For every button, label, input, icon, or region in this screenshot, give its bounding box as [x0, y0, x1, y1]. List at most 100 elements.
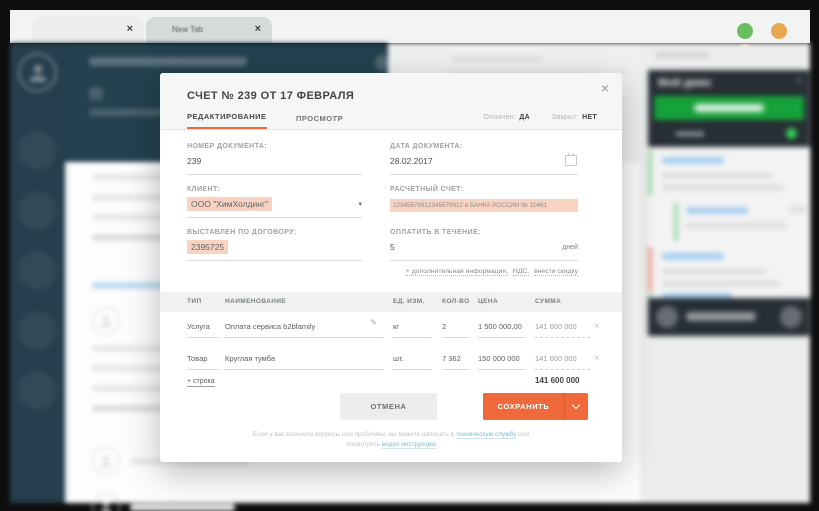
person-icon: [29, 64, 46, 82]
row-price-input[interactable]: 150 000 000: [478, 354, 526, 370]
contract-field[interactable]: ВЫСТАВЛЕН ПО ДОГОВОРУ: 2395725: [187, 229, 362, 261]
video-guide-link[interactable]: видео инструкцию: [381, 441, 437, 450]
chevron-down-icon: [571, 400, 581, 410]
sidebar-item[interactable]: [18, 251, 57, 290]
window-minimize-dot[interactable]: [737, 23, 753, 39]
blurred-line: [662, 281, 780, 286]
widget-footer-icon: [656, 306, 678, 328]
doc-number-input[interactable]: 239: [187, 156, 202, 166]
blurred-tab: [655, 51, 710, 59]
contact-avatar-icon: [92, 447, 120, 475]
client-select-value[interactable]: ООО "ХимХолдинг": [187, 197, 273, 211]
row-price-input[interactable]: 1 500 000,00: [478, 322, 526, 338]
additional-info-link[interactable]: + дополнительная информация,: [405, 268, 508, 276]
contact-avatar-icon: [92, 493, 120, 511]
status-paid-label: Оплачен:: [483, 114, 517, 121]
blurred-line: [662, 185, 784, 190]
row-type[interactable]: Услуга: [187, 322, 219, 338]
tab-edit[interactable]: РЕДАКТИРОВАНИЕ: [187, 112, 267, 129]
sidebar-item[interactable]: [18, 191, 57, 230]
status-paid-value: ДА: [519, 114, 530, 121]
row-name-input[interactable]: Оплата сервиса b2bfamily: [225, 322, 383, 338]
help-text-1: Если у вас возникли вопросы или проблемы…: [252, 431, 455, 438]
save-button[interactable]: СОХРАНИТЬ: [483, 393, 588, 420]
tab-view[interactable]: ПРОСМОТР: [296, 114, 344, 123]
col-qty: КОЛ-ВО: [442, 298, 470, 305]
contract-label: ВЫСТАВЛЕН ПО ДОГОВОРУ:: [187, 229, 297, 236]
col-price: ЦЕНА: [478, 298, 499, 305]
doc-number-field[interactable]: НОМЕР ДОКУМЕНТА: 239: [187, 143, 362, 175]
doc-number-label: НОМЕР ДОКУМЕНТА:: [187, 143, 268, 150]
crm-widget-window: Мой демо ×: [648, 70, 810, 336]
row-qty-input[interactable]: 2: [442, 322, 470, 338]
save-options-chevron[interactable]: [564, 393, 588, 420]
row-unit[interactable]: шт.: [393, 354, 431, 370]
modal-close-icon[interactable]: ×: [600, 80, 609, 96]
widget-footer-bar: [648, 298, 810, 336]
account-value[interactable]: 12345678912345678912 в БАНКА РОССИИ № 10…: [390, 199, 578, 212]
pay-within-input[interactable]: 5: [390, 242, 395, 252]
window-maximize-dot[interactable]: [771, 23, 788, 39]
app-sidebar: [10, 43, 65, 503]
feed-accent-green: [648, 151, 652, 195]
col-name: НАИМЕНОВАНИЕ: [225, 298, 287, 305]
pay-within-label: ОПЛАТИТЬ В ТЕЧЕНИЕ:: [390, 229, 481, 236]
browser-tab-bar: × New Tab ×: [10, 10, 810, 60]
contact-avatar-icon: [92, 307, 120, 335]
pencil-icon[interactable]: ✎: [370, 318, 377, 327]
sidebar-item[interactable]: [18, 131, 57, 170]
blurred-menu-icon: [89, 87, 103, 100]
feed-link-line: [686, 207, 748, 214]
doc-date-input[interactable]: 28.02.2017: [390, 156, 433, 166]
doc-date-field[interactable]: ДАТА ДОКУМЕНТА: 28.02.2017: [390, 143, 578, 175]
row-qty-input[interactable]: 7 362: [442, 354, 470, 370]
widget-footer-icon: [780, 306, 802, 328]
cancel-button[interactable]: ОТМЕНА: [340, 393, 437, 420]
blurred-line: [662, 269, 767, 274]
blurred-line: [790, 207, 806, 212]
modal-help-text: Если у вас возникли вопросы или проблемы…: [250, 430, 532, 451]
account-field[interactable]: РАСЧЕТНЫЙ СЧЕТ: 12345678912345678912 в Б…: [390, 186, 578, 219]
sidebar-item[interactable]: [18, 371, 57, 410]
tab-close-icon[interactable]: ×: [126, 23, 133, 35]
browser-tab-new[interactable]: New Tab ×: [146, 17, 272, 43]
blurred-menu-text: [89, 109, 169, 116]
widget-close-icon[interactable]: ×: [796, 76, 802, 87]
status-paid: Оплачен: ДА: [484, 114, 530, 121]
modal-header: СЧЕТ № 239 ОТ 17 ФЕВРАЛЯ × РЕДАКТИРОВАНИ…: [160, 73, 622, 130]
add-discount-link[interactable]: внести скидку: [534, 268, 578, 276]
blurred-line: [453, 56, 543, 62]
add-row-link[interactable]: + строка: [187, 378, 215, 387]
col-unit: ЕД. ИЗМ.: [393, 298, 425, 305]
browser-tab-active[interactable]: ×: [32, 17, 144, 43]
user-avatar-icon[interactable]: [18, 53, 57, 92]
blurred-line: [448, 70, 628, 75]
account-label: РАСЧЕТНЫЙ СЧЕТ:: [390, 186, 464, 193]
status-closed: Закрыт: НЕТ: [552, 114, 597, 121]
row-name-input[interactable]: Круглая тумба: [225, 354, 383, 370]
row-unit[interactable]: кг: [393, 322, 431, 338]
sidebar-item[interactable]: [18, 311, 57, 350]
pay-within-field[interactable]: ОПЛАТИТЬ В ТЕЧЕНИЕ: 5 дней: [390, 229, 578, 261]
delete-row-icon[interactable]: ×: [594, 321, 600, 332]
client-field[interactable]: КЛИЕНТ: ООО "ХимХолдинг" ▾: [187, 186, 362, 218]
col-sum: СУММА: [535, 298, 562, 305]
delete-row-icon[interactable]: ×: [594, 353, 600, 364]
blurred-button-label: [694, 104, 764, 112]
feed-accent-green: [648, 293, 652, 301]
feed-link-line: [662, 157, 724, 164]
status-closed-label: Закрыт:: [551, 114, 580, 121]
chevron-down-icon[interactable]: ▾: [358, 201, 362, 208]
pay-within-suffix: дней: [562, 244, 578, 251]
row-type[interactable]: Товар: [187, 354, 219, 370]
calendar-icon[interactable]: [565, 153, 577, 166]
table-row: Услуга Оплата сервиса b2bfamily ✎ кг 2 1…: [160, 318, 622, 346]
widget-green-button[interactable]: [654, 96, 804, 120]
total-sum: 141 600 000: [535, 376, 580, 385]
contract-value[interactable]: 2395725: [187, 240, 229, 254]
modal-title: СЧЕТ № 239 ОТ 17 ФЕВРАЛЯ: [187, 90, 355, 102]
feed-accent-green: [674, 203, 678, 241]
vat-link[interactable]: НДС,: [512, 268, 530, 276]
support-link[interactable]: техническую службу: [455, 431, 517, 439]
tab-close-icon[interactable]: ×: [254, 23, 261, 35]
